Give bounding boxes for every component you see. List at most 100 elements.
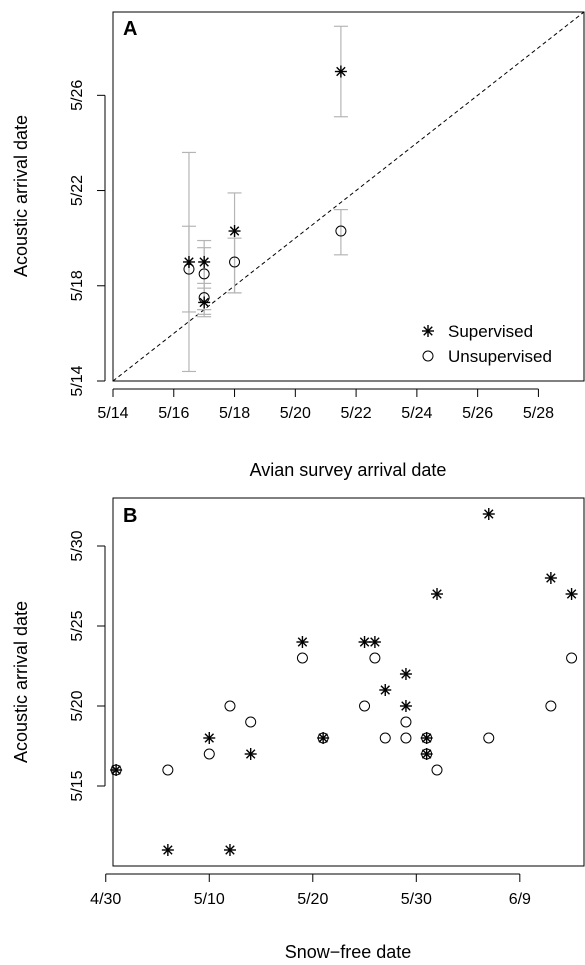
panel-b-y-axis: 5/15 5/20 5/25 5/30 [69, 530, 106, 802]
panel-b-y-tick-label-3: 5/30 [69, 530, 86, 561]
panel-b-point-supervised-12-stroke-3 [421, 733, 432, 743]
panel-b-point-supervised-1-stroke-3 [163, 845, 173, 855]
panel-a-point-supervised-1 [198, 255, 211, 268]
panel-b-point-supervised-17 [565, 588, 578, 600]
panel-b-point-unsupervised-15 [483, 732, 495, 744]
legend-label-1: Unsupervised [448, 347, 552, 366]
panel-b-x-tick-label-0: 4/30 [90, 891, 121, 908]
panel-b-point-unsupervised-4 [245, 716, 257, 728]
panel-a-x-tick-label-5: 5/24 [401, 405, 432, 422]
panel-b-point-supervised-16-stroke-3 [546, 573, 556, 583]
panel-a-x-tick-label-0: 5/14 [97, 405, 128, 422]
panel-b-point-supervised-10-stroke-3 [401, 669, 411, 679]
panel-b-point-unsupervised-3 [224, 700, 236, 712]
panel-b-point-unsupervised-1 [162, 764, 174, 776]
panel-a-x-axis: 5/14 5/16 5/18 5/20 5/22 5/24 5/26 5/28 [97, 388, 554, 422]
panel-b-point-unsupervised-12 [421, 732, 433, 744]
panel-a-point-unsupervised-1 [198, 268, 210, 280]
panel-b-point-supervised-13-stroke-3 [421, 749, 432, 759]
panel-a-x-tick-label-3: 5/20 [280, 405, 311, 422]
panel-b-point-unsupervised-14 [431, 764, 443, 776]
panel-a-x-tick-label-6: 5/26 [462, 405, 493, 422]
panel-a: A 5/14 5/16 5/18 5/20 5/22 5/24 5/26 5/28 5/14 5… [11, 11, 585, 480]
panel-a-y-tick-label-1: 5/18 [69, 270, 86, 301]
panel-a-x-tick-label-1: 5/16 [158, 405, 189, 422]
identity-line [112, 11, 585, 382]
panel-b-label: B [123, 505, 137, 527]
panel-b-point-supervised-10 [399, 668, 412, 680]
panel-a-reference-line [112, 11, 585, 382]
panel-b-y-label: Acoustic arrival date [11, 601, 31, 763]
panel-a-y-tick-label-3: 5/26 [69, 80, 86, 111]
panel-b-point-supervised-8 [368, 636, 381, 648]
panel-b-point-unsupervised-7 [359, 700, 371, 712]
panel-a-y-axis: 5/14 5/18 5/22 5/26 [69, 80, 106, 397]
panel-b-point-supervised-11 [399, 700, 412, 712]
panel-a-point-unsupervised-4 [335, 225, 347, 237]
panel-a-point-supervised-3 [228, 225, 241, 238]
panel-b-frame [112, 497, 585, 867]
panel-b-point-unsupervised-13 [421, 748, 433, 760]
panel-b-point-supervised-17-stroke-3 [566, 589, 577, 599]
panel-b-point-supervised-14 [431, 588, 444, 600]
panel-b-point-supervised-11-stroke-3 [401, 701, 411, 711]
panel-b-y-tick-label-0: 5/15 [69, 770, 86, 801]
panel-a-x-label: Avian survey arrival date [250, 460, 447, 480]
panel-b-point-supervised-9 [379, 684, 392, 696]
panel-a-y-label: Acoustic arrival date [11, 115, 31, 277]
legend: Supervised Unsupervised [422, 322, 552, 366]
panel-a-x-tick-label-7: 5/28 [523, 405, 554, 422]
panel-b-point-supervised-9-stroke-3 [380, 685, 390, 695]
panel-b-point-unsupervised-17 [566, 652, 578, 664]
panel-a-point-supervised-4-stroke-3 [336, 66, 346, 77]
panel-b-point-unsupervised-10 [400, 716, 412, 728]
panel-b-point-unsupervised-9 [379, 732, 391, 744]
panel-a-x-tick-label-2: 5/18 [219, 405, 250, 422]
panel-b-point-unsupervised-0 [110, 764, 122, 776]
panel-b-point-supervised-15-stroke-3 [484, 509, 494, 519]
panel-b-point-supervised-3 [223, 844, 236, 856]
panel-a-point-unsupervised-2 [198, 292, 210, 304]
panel-b-points [110, 508, 578, 856]
panel-b-point-supervised-7-stroke-3 [359, 637, 370, 647]
legend-circle-marker [422, 350, 434, 362]
panel-b-point-unsupervised-8 [369, 652, 381, 664]
panel-a-point-supervised-3-stroke-3 [229, 226, 240, 236]
panel-b-point-supervised-3-stroke-3 [225, 845, 235, 855]
legend-label-0: Supervised [448, 322, 533, 341]
panel-b-x-tick-label-4: 6/9 [509, 891, 531, 908]
panel-b-point-supervised-1 [161, 844, 174, 856]
panel-b-point-supervised-4-stroke-3 [245, 749, 256, 759]
panel-a-x-tick-label-4: 5/22 [341, 405, 372, 422]
panel-b-point-supervised-5-stroke-3 [297, 637, 308, 647]
panel-b-point-supervised-7 [358, 636, 371, 648]
panel-b-y-tick-label-1: 5/20 [69, 690, 86, 721]
panel-b-point-supervised-0 [110, 764, 123, 776]
panel-b-point-supervised-4 [244, 748, 257, 760]
panel-a-points [182, 65, 347, 309]
panel-b-x-label: Snow−free date [285, 942, 412, 962]
panel-a-point-supervised-4 [334, 65, 347, 78]
legend-asterisk-marker-stroke-3 [423, 326, 433, 336]
panel-b-point-supervised-2 [203, 732, 216, 744]
panel-a-y-tick-label-2: 5/22 [69, 175, 86, 206]
panel-b-y-tick-label-2: 5/25 [69, 610, 86, 641]
panel-b-x-tick-label-3: 5/30 [401, 891, 432, 908]
panel-b-point-supervised-2-stroke-3 [204, 733, 215, 743]
panel-b-point-unsupervised-16 [545, 700, 557, 712]
panel-b-point-unsupervised-2 [203, 748, 215, 760]
panel-b-point-unsupervised-11 [400, 732, 412, 744]
panel-b-point-supervised-0-stroke-3 [111, 765, 121, 775]
panel-b-x-tick-label-1: 5/10 [194, 891, 225, 908]
panel-b-point-supervised-8-stroke-3 [370, 637, 380, 647]
panel-b-point-unsupervised-5 [296, 652, 308, 664]
panel-a-point-supervised-1-stroke-3 [199, 257, 209, 267]
panel-b-point-supervised-16 [544, 572, 557, 584]
panel-a-error-bars [181, 25, 348, 373]
panel-b-point-supervised-13 [420, 748, 433, 760]
panel-a-label: A [123, 18, 137, 40]
panel-b: B 4/30 5/10 5/20 5/30 6/9 5/15 5/20 5/25 5/30 S… [11, 497, 585, 962]
panel-a-frame [112, 11, 585, 382]
panel-b-point-supervised-6 [317, 732, 330, 744]
